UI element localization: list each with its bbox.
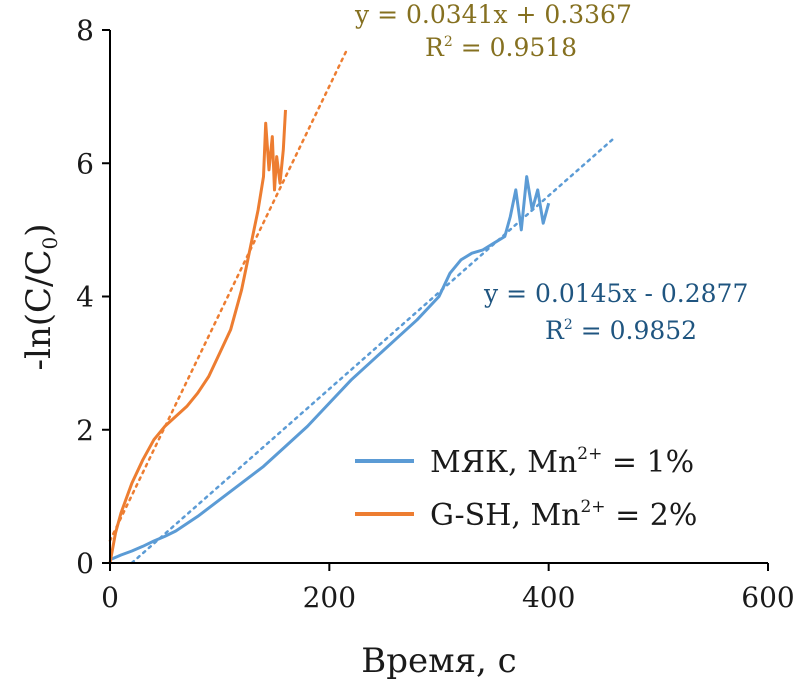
legend-label-myak: МЯК, Mn2+ = 1% [430, 444, 694, 480]
series-line-myak [109, 175, 551, 562]
equation-myak: y = 0.0145x - 0.2877 [483, 279, 748, 308]
y-tick-label: 0 [76, 547, 94, 580]
y-tick-label: 2 [76, 414, 94, 447]
y-axis-title-close: ) [19, 223, 59, 236]
x-axis-title: Время, с [361, 641, 516, 681]
series-layer [108, 109, 551, 564]
r2-gsh: R2 = 0.9518 [425, 33, 577, 62]
equation-gsh: y = 0.0341x + 0.3367 [354, 0, 632, 29]
x-tick-label: 600 [741, 581, 794, 614]
series-line-gsh [108, 109, 287, 564]
legend-item-myak: МЯК, Mn2+ = 1% [355, 444, 694, 480]
legend-label-gsh: G-SH, Mn2+ = 2% [430, 497, 697, 533]
y-tick-label: 6 [76, 147, 94, 180]
y-axis-title-main: -ln(C/C [19, 249, 59, 370]
legend: МЯК, Mn2+ = 1% G-SH, Mn2+ = 2% [355, 444, 697, 533]
y-tick-label: 4 [76, 281, 94, 314]
x-tick-label: 0 [101, 581, 119, 614]
legend-item-gsh: G-SH, Mn2+ = 2% [355, 497, 697, 533]
trendline-gsh [108, 46, 350, 542]
r2-myak: R2 = 0.9852 [545, 316, 697, 345]
equation-annotation-myak: y = 0.0145x - 0.2877 R2 = 0.9852 [483, 279, 748, 345]
x-tick-label: 200 [303, 581, 356, 614]
y-axis-title-sub: 0 [38, 237, 62, 250]
y-axis-title: -ln(C/C0) [19, 223, 62, 370]
equation-annotation-gsh: y = 0.0341x + 0.3367 R2 = 0.9518 [354, 0, 632, 62]
y-tick-label: 8 [76, 14, 94, 47]
tick-layer: 0 2 4 6 8 0 200 400 600 [76, 14, 795, 614]
x-tick-label: 400 [522, 581, 575, 614]
